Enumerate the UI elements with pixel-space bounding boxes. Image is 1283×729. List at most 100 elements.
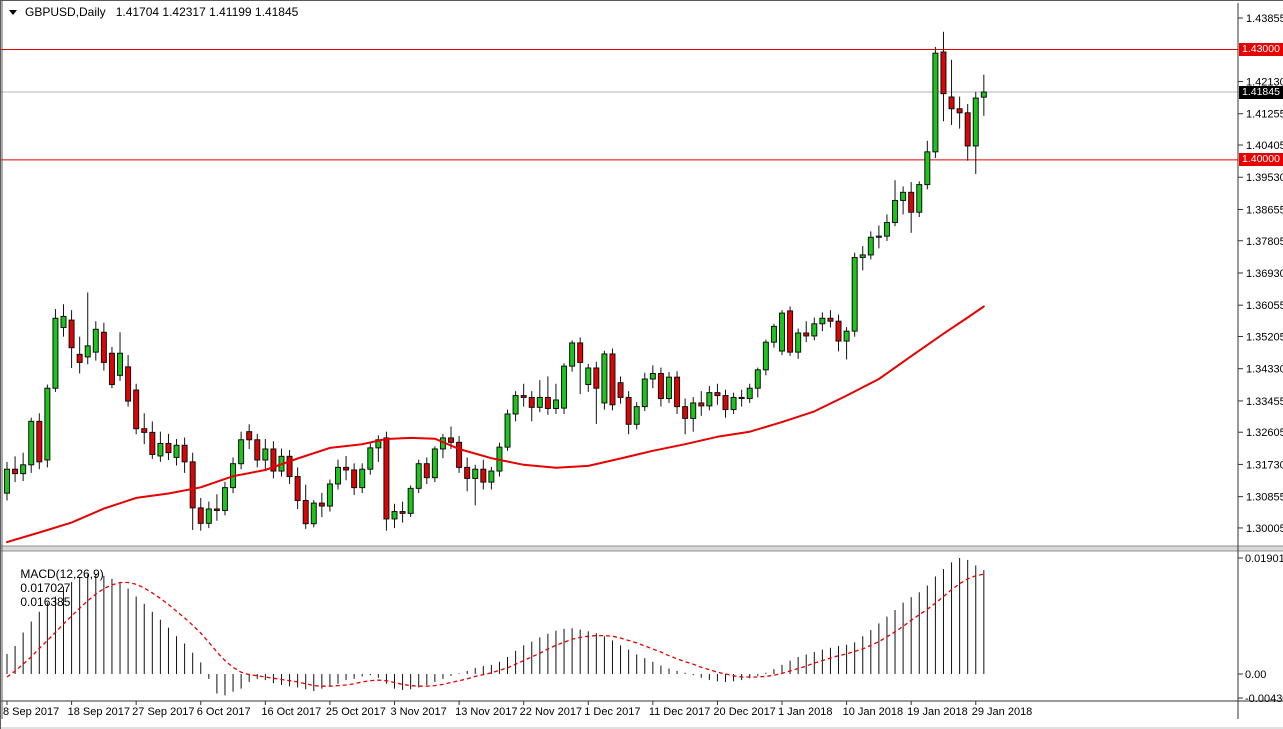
- candlesticks-layer: [4, 31, 987, 531]
- bear-candle-body: [480, 468, 487, 483]
- bear-candle-body: [36, 420, 43, 463]
- bull-candle-body: [924, 151, 931, 186]
- price-tick-label: 1.36055: [1246, 300, 1283, 312]
- time-tick-label: 1 Jan 2018: [778, 706, 832, 718]
- bear-candle-body: [956, 108, 963, 114]
- macd-signal-value: 0.016385: [20, 595, 71, 609]
- bear-candle-body: [722, 395, 729, 411]
- bear-candle-body: [125, 366, 132, 402]
- bear-candle-body: [108, 352, 115, 386]
- price-tick-label: 1.32605: [1246, 427, 1283, 439]
- bear-candle-body: [68, 319, 75, 349]
- bear-candle-body: [133, 389, 140, 430]
- price-badge-support: 1.40000: [1239, 153, 1283, 167]
- bear-candle-body: [343, 466, 350, 471]
- time-tick-label: 11 Dec 2017: [649, 706, 711, 718]
- time-tick-label: 27 Sep 2017: [132, 706, 194, 718]
- bear-candle-body: [464, 466, 471, 479]
- price-tick-label: 1.35205: [1246, 331, 1283, 343]
- bull-candle-body: [633, 406, 640, 425]
- price-tick-label: 1.43855: [1246, 13, 1283, 25]
- bull-candle-body: [221, 487, 228, 511]
- bear-candle-body: [213, 508, 220, 511]
- bear-candle-body: [803, 332, 810, 337]
- bull-candle-body: [706, 392, 713, 407]
- macd-histogram: [6, 557, 985, 696]
- bull-candle-body: [367, 447, 374, 470]
- bull-candle-body: [779, 312, 786, 352]
- bear-candle-body: [738, 396, 745, 400]
- bull-candle-body: [334, 466, 341, 485]
- bear-candle-body: [302, 500, 309, 525]
- bull-candle-body: [585, 367, 592, 386]
- macd-indicator-label: MACD(12,26,9) 0.017027 0.016385: [7, 553, 108, 623]
- price-tick-label: 1.31730: [1246, 459, 1283, 471]
- bear-candle-body: [294, 476, 301, 502]
- bear-candle-body: [286, 455, 293, 478]
- bear-candle-body: [318, 502, 325, 507]
- time-tick-label: 20 Dec 2017: [713, 706, 775, 718]
- bear-candle-body: [625, 396, 632, 425]
- bear-candle-body: [593, 367, 600, 389]
- price-tick-label: 1.33455: [1246, 396, 1283, 408]
- bear-candle-body: [948, 96, 955, 110]
- bear-candle-body: [698, 402, 705, 407]
- time-tick-label: 22 Nov 2017: [520, 706, 582, 718]
- macd-main-value: 0.017027: [20, 581, 71, 595]
- bull-candle-body: [431, 448, 438, 479]
- bull-candle-body: [843, 330, 850, 342]
- time-tick-label: 25 Oct 2017: [326, 706, 386, 718]
- bull-candle-body: [157, 442, 164, 457]
- bull-candle-body: [867, 236, 874, 256]
- bull-candle-body: [916, 184, 923, 213]
- bull-candle-body: [665, 376, 672, 400]
- bear-candle-body: [189, 461, 196, 509]
- chart-header: GBPUSD,Daily 1.41704 1.42317 1.41199 1.4…: [9, 5, 298, 19]
- bull-candle-body: [117, 352, 124, 376]
- time-tick-label: 19 Jan 2018: [907, 706, 968, 718]
- bear-candle-body: [657, 372, 664, 400]
- bear-candle-body: [383, 437, 390, 520]
- bear-candle-body: [399, 511, 406, 514]
- bear-candle-body: [351, 469, 358, 489]
- bull-candle-body: [601, 353, 608, 404]
- bull-candle-body: [859, 254, 866, 259]
- time-tick-label: 18 Sep 2017: [68, 706, 130, 718]
- bear-candle-body: [254, 439, 261, 461]
- bull-candle-body: [359, 468, 366, 489]
- price-tick-label: 1.38655: [1246, 204, 1283, 216]
- bull-candle-body: [569, 342, 576, 367]
- macd-tick-label: -0.004307: [1245, 693, 1283, 705]
- bear-candle-body: [197, 507, 204, 524]
- bull-candle-body: [92, 328, 99, 353]
- bear-candle-body: [577, 342, 584, 363]
- bear-candle-body: [682, 406, 689, 419]
- bear-candle-body: [544, 396, 551, 409]
- bull-candle-body: [811, 323, 818, 337]
- price-tick-label: 1.36930: [1246, 268, 1283, 280]
- bear-candle-body: [246, 431, 253, 441]
- bear-candle-body: [165, 442, 172, 454]
- bull-candle-body: [770, 325, 777, 343]
- time-tick-label: 6 Oct 2017: [197, 706, 251, 718]
- bull-candle-body: [746, 387, 753, 400]
- bear-candle-body: [76, 353, 83, 363]
- bull-candle-body: [754, 369, 761, 389]
- bear-candle-body: [456, 441, 463, 468]
- bull-candle-body: [819, 317, 826, 325]
- bear-candle-body: [908, 191, 915, 213]
- bull-candle-body: [900, 191, 907, 201]
- bull-candle-body: [932, 52, 939, 153]
- moving-average-line[interactable]: [6, 305, 985, 544]
- chart-title-ohlc: 1.41704 1.42317 1.41199 1.41845: [115, 5, 299, 19]
- panel-resize-separator[interactable]: [1, 546, 1283, 551]
- macd-name: MACD(12,26,9): [20, 567, 104, 581]
- bull-candle-body: [238, 439, 245, 465]
- price-tick-label: 1.39530: [1246, 172, 1283, 184]
- bull-candle-body: [552, 399, 559, 409]
- bear-candle-body: [520, 395, 527, 398]
- chart-title-symbol-period: GBPUSD,Daily: [25, 5, 106, 19]
